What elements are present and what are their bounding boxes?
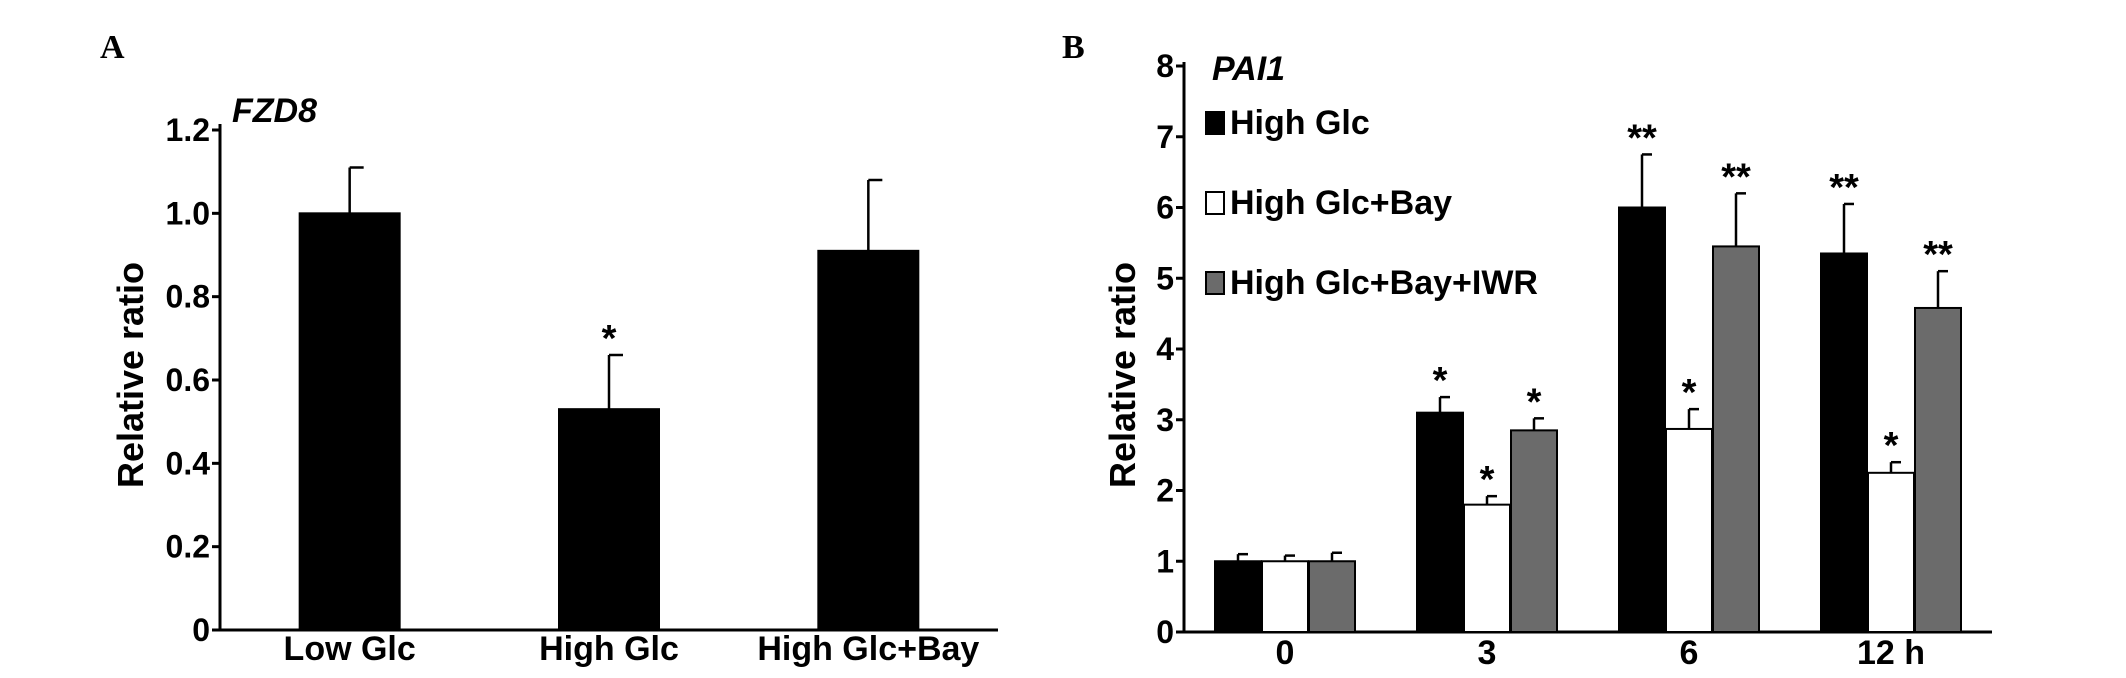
panel-b-y-tick-label: 0 bbox=[1156, 614, 1174, 650]
panel-b-legend-swatch bbox=[1205, 111, 1225, 135]
panel-b-significance-marker: * bbox=[1884, 425, 1899, 467]
panel-a-category-label: High Glc+Bay bbox=[757, 630, 979, 668]
panel-a-x-tick-labels: Low Glc High Glc High Glc+Bay bbox=[284, 630, 980, 668]
panel-b-bar bbox=[1820, 252, 1868, 634]
panel-b-category-label: 12 h bbox=[1857, 634, 1925, 672]
panel-a-bars: * bbox=[298, 166, 920, 631]
panel-b-y-tick-label: 4 bbox=[1156, 331, 1174, 367]
panel-a-letter: A bbox=[100, 29, 125, 66]
panel-b-significance-marker: ** bbox=[1627, 117, 1657, 159]
panel-b-bar bbox=[1712, 245, 1760, 633]
panel-b-bar bbox=[1510, 429, 1558, 633]
panel-b-y-ticks: 0 1 2 3 4 5 6 7 8 bbox=[1156, 48, 1184, 650]
panel-b-significance-marker: ** bbox=[1721, 156, 1751, 198]
panel-b-y-tick-label: 2 bbox=[1156, 473, 1174, 509]
panel-b-legend: High Glc High Glc+Bay High Glc+Bay+IWR bbox=[1205, 104, 1538, 302]
panel-b-bar bbox=[1214, 560, 1262, 633]
panel-b-bar bbox=[1914, 306, 1962, 633]
panel-b-legend-label: High Glc bbox=[1230, 104, 1370, 142]
panel-b-bar bbox=[1867, 471, 1915, 633]
panel-b-y-tick-label: 8 bbox=[1156, 48, 1174, 84]
panel-b-significance-marker: * bbox=[1527, 381, 1542, 423]
panel-b-bar bbox=[1308, 560, 1356, 633]
panel-b-legend-swatch bbox=[1205, 271, 1225, 295]
panel-b-x-tick-labels: 0 3 6 12 h bbox=[1276, 634, 1925, 672]
panel-b-significance-marker: ** bbox=[1829, 167, 1859, 209]
panel-b-legend-label: High Glc+Bay+IWR bbox=[1230, 264, 1538, 302]
panel-a-title: FZD8 bbox=[232, 92, 317, 130]
panel-a-y-axis-label: Relative ratio bbox=[110, 262, 151, 488]
panel-b-legend-label: High Glc+Bay bbox=[1230, 184, 1452, 222]
panel-b-bars: ******** ***** bbox=[1214, 117, 1962, 634]
panel-a-y-ticks: 0 0.2 0.4 0.6 0.8 1.0 1.2 bbox=[166, 112, 220, 648]
panel-b-y-tick-label: 5 bbox=[1156, 260, 1174, 296]
panel-b-category-label: 6 bbox=[1680, 634, 1699, 672]
panel-b-bar bbox=[1416, 411, 1464, 633]
panel-a-bar bbox=[558, 408, 660, 631]
panel-b-bar bbox=[1665, 427, 1713, 634]
panel-a-y-tick-label: 0 bbox=[192, 612, 210, 648]
panel-a-y-tick-label: 0.6 bbox=[166, 362, 210, 398]
panel-b-y-tick-label: 1 bbox=[1156, 543, 1174, 579]
panel-b-bar bbox=[1261, 560, 1309, 633]
panel-b-y-tick-label: 7 bbox=[1156, 119, 1174, 155]
panel-a-y-tick-label: 1.2 bbox=[166, 112, 210, 148]
panel-b-letter: B bbox=[1062, 29, 1085, 66]
panel-b-y-axis-label: Relative ratio bbox=[1102, 262, 1143, 488]
panel-b-y-tick-label: 6 bbox=[1156, 190, 1174, 226]
panel-b-category-label: 0 bbox=[1276, 634, 1295, 672]
panel-a-y-tick-label: 1.0 bbox=[166, 195, 210, 231]
panel-b-bar bbox=[1463, 503, 1511, 633]
panel-b-category-label: 3 bbox=[1478, 634, 1497, 672]
panel-b-legend-swatch bbox=[1205, 191, 1225, 215]
panel-b-title: PAI1 bbox=[1212, 50, 1285, 88]
panel-a-bar bbox=[298, 212, 401, 631]
panel-b-y-tick-label: 3 bbox=[1156, 402, 1174, 438]
panel-a-significance-marker: * bbox=[602, 318, 617, 360]
panel-a-category-label: Low Glc bbox=[284, 630, 416, 668]
panel-a-y-tick-label: 0.2 bbox=[166, 529, 210, 565]
panel-b-significance-marker: * bbox=[1433, 360, 1448, 402]
panel-b-bar bbox=[1618, 206, 1666, 633]
panel-a-y-tick-label: 0.4 bbox=[166, 445, 211, 481]
panel-a-bar bbox=[817, 249, 920, 631]
panel-a-y-tick-label: 0.8 bbox=[166, 279, 210, 315]
panel-b-significance-marker: * bbox=[1682, 372, 1697, 414]
panel-b-significance-marker: * bbox=[1480, 459, 1495, 501]
panel-a-chart: A FZD8 Relative ratio 0 0.2 0.4 0.6 0.8 1.0 1.… bbox=[100, 29, 998, 668]
panel-b-significance-marker: ** bbox=[1923, 234, 1953, 276]
panel-a-category-label: High Glc bbox=[539, 630, 679, 668]
